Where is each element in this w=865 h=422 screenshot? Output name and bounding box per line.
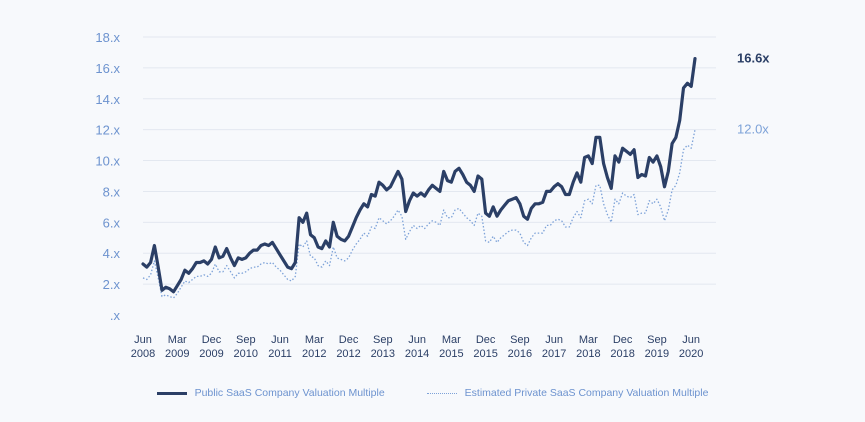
x-tick-month-label: Jun [271,334,289,346]
y-tick-label: 6.x [103,215,121,230]
legend-swatch-dotted [426,392,457,394]
y-tick-label: 16.x [95,61,120,76]
legend-item-private: Estimated Private SaaS Company Valuation… [426,387,709,399]
x-tick-month-label: Mar [305,334,324,346]
y-tick-label: 8.x [103,184,121,199]
x-tick-month-label: Sep [236,334,256,346]
x-tick-month-label: Sep [510,334,530,346]
x-tick-year-label: 2018 [576,348,600,360]
y-tick-label: 14.x [95,92,120,107]
x-tick-month-label: Mar [168,334,187,346]
legend-label-public: Public SaaS Company Valuation Multiple [194,387,385,399]
x-tick-year-label: 2010 [234,348,258,360]
x-tick-year-label: 2013 [371,348,395,360]
x-tick-month-label: Jun [408,334,426,346]
x-tick-month-label: Jun [682,334,700,346]
y-tick-label: 4.x [103,246,121,261]
x-tick-year-label: 2019 [645,348,669,360]
x-tick-year-label: 2020 [679,348,703,360]
x-tick-year-label: 2009 [199,348,223,360]
x-tick-year-label: 2016 [508,348,532,360]
gridlines [143,36,716,285]
line-chart: .x 2.x 4.x 6.x 8.x 10.x 12.x 14.x 16.x 18.x Jun 20… [95,30,770,360]
legend-swatch-solid [156,391,187,395]
x-tick-year-label: 2017 [542,348,566,360]
x-axis-ticks: Jun 2008 Mar 2009 Dec 2009 Sep 2010 Jun 2011 Mar 20… [131,334,704,360]
x-tick-year-label: 2015 [473,348,497,360]
public-end-value-label: 16.6x [737,51,770,66]
y-axis-ticks: .x 2.x 4.x 6.x 8.x 10.x 12.x 14.x 16.x 18.x [95,30,120,323]
legend: Public SaaS Company Valuation Multiple E… [0,383,865,403]
x-tick-month-label: Jun [134,334,152,346]
x-tick-year-label: 2012 [302,348,326,360]
x-tick-year-label: 2009 [165,348,189,360]
x-tick-month-label: Dec [476,334,496,346]
x-tick-month-label: Mar [442,334,461,346]
x-tick-year-label: 2015 [439,348,463,360]
x-tick-month-label: Dec [202,334,222,346]
private-saas-multiple-line [142,129,696,299]
x-tick-year-label: 2011 [268,348,292,360]
x-tick-month-label: Mar [579,334,598,346]
x-tick-month-label: Sep [647,334,667,346]
x-tick-month-label: Sep [373,334,393,346]
y-tick-label: .x [110,308,121,323]
x-tick-year-label: 2014 [405,348,429,360]
y-tick-label: 12.x [95,123,120,138]
y-tick-label: 18.x [95,30,120,45]
x-tick-month-label: Jun [545,334,563,346]
x-tick-month-label: Dec [339,334,359,346]
x-tick-year-label: 2012 [336,348,360,360]
x-tick-year-label: 2018 [610,348,634,360]
public-saas-multiple-line [141,57,697,294]
y-tick-label: 10.x [95,154,120,169]
x-tick-month-label: Dec [613,334,633,346]
legend-item-public: Public SaaS Company Valuation Multiple [156,387,385,399]
y-tick-label: 2.x [103,277,121,292]
x-tick-year-label: 2008 [131,348,155,360]
legend-label-private: Estimated Private SaaS Company Valuation… [464,387,709,399]
private-end-value-label: 12.0x [737,122,769,137]
